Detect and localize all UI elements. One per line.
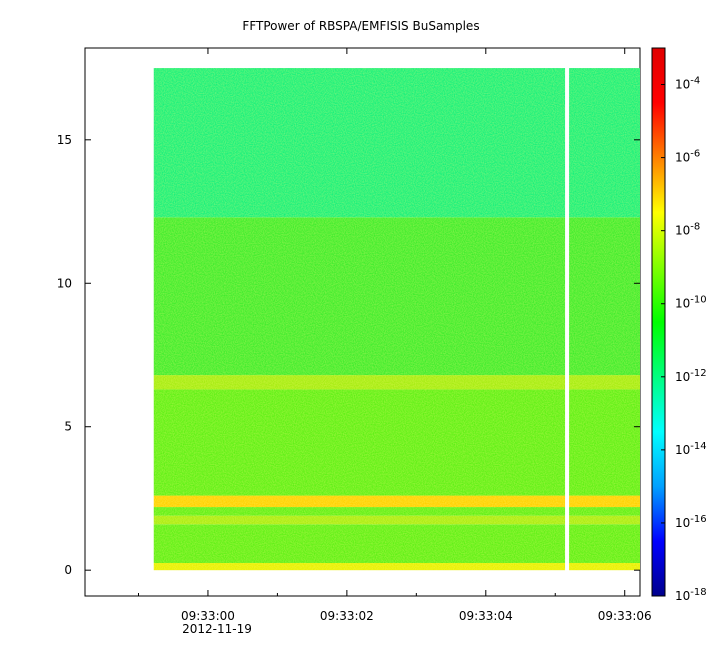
x-tick-label: 09:33:00	[181, 609, 235, 623]
colorbar-tick-label: 10-10	[675, 295, 707, 311]
x-axis-date-label: 2012-11-19	[182, 622, 252, 636]
colorbar-tick-label: 10-12	[675, 368, 707, 384]
y-tick-label: 5	[64, 420, 72, 434]
y-axis: 0 5 10 15	[57, 133, 640, 577]
colorbar-tick-label: 10-14	[675, 441, 707, 457]
chart-title: FFTPower of RBSPA/EMFISIS BuSamples	[242, 19, 479, 33]
x-tick-label: 09:33:02	[320, 609, 374, 623]
x-axis: 09:33:00 09:33:02 09:33:04 09:33:06	[137, 48, 652, 623]
colorbar-tick-label: 10-4	[675, 76, 700, 92]
y-tick-label: 15	[57, 133, 72, 147]
colorbar-axis: 10-18 10-16 10-14 10-12 10-10 10-8 10-6 10-4	[661, 76, 707, 603]
heatmap-area	[153, 67, 640, 572]
x-tick-label: 09:33:04	[459, 609, 513, 623]
colorbar	[651, 47, 666, 597]
colorbar-tick-label: 10-6	[675, 149, 700, 165]
colorbar-tick-label: 10-18	[675, 587, 707, 603]
data-gap	[565, 67, 570, 572]
colorbar-tick-label: 10-16	[675, 514, 707, 530]
colorbar-tick-label: 10-8	[675, 222, 700, 238]
heatmap-noise	[153, 68, 640, 571]
x-tick-label: 09:33:06	[598, 609, 652, 623]
y-tick-label: 0	[64, 563, 72, 577]
y-tick-label: 10	[57, 276, 72, 290]
